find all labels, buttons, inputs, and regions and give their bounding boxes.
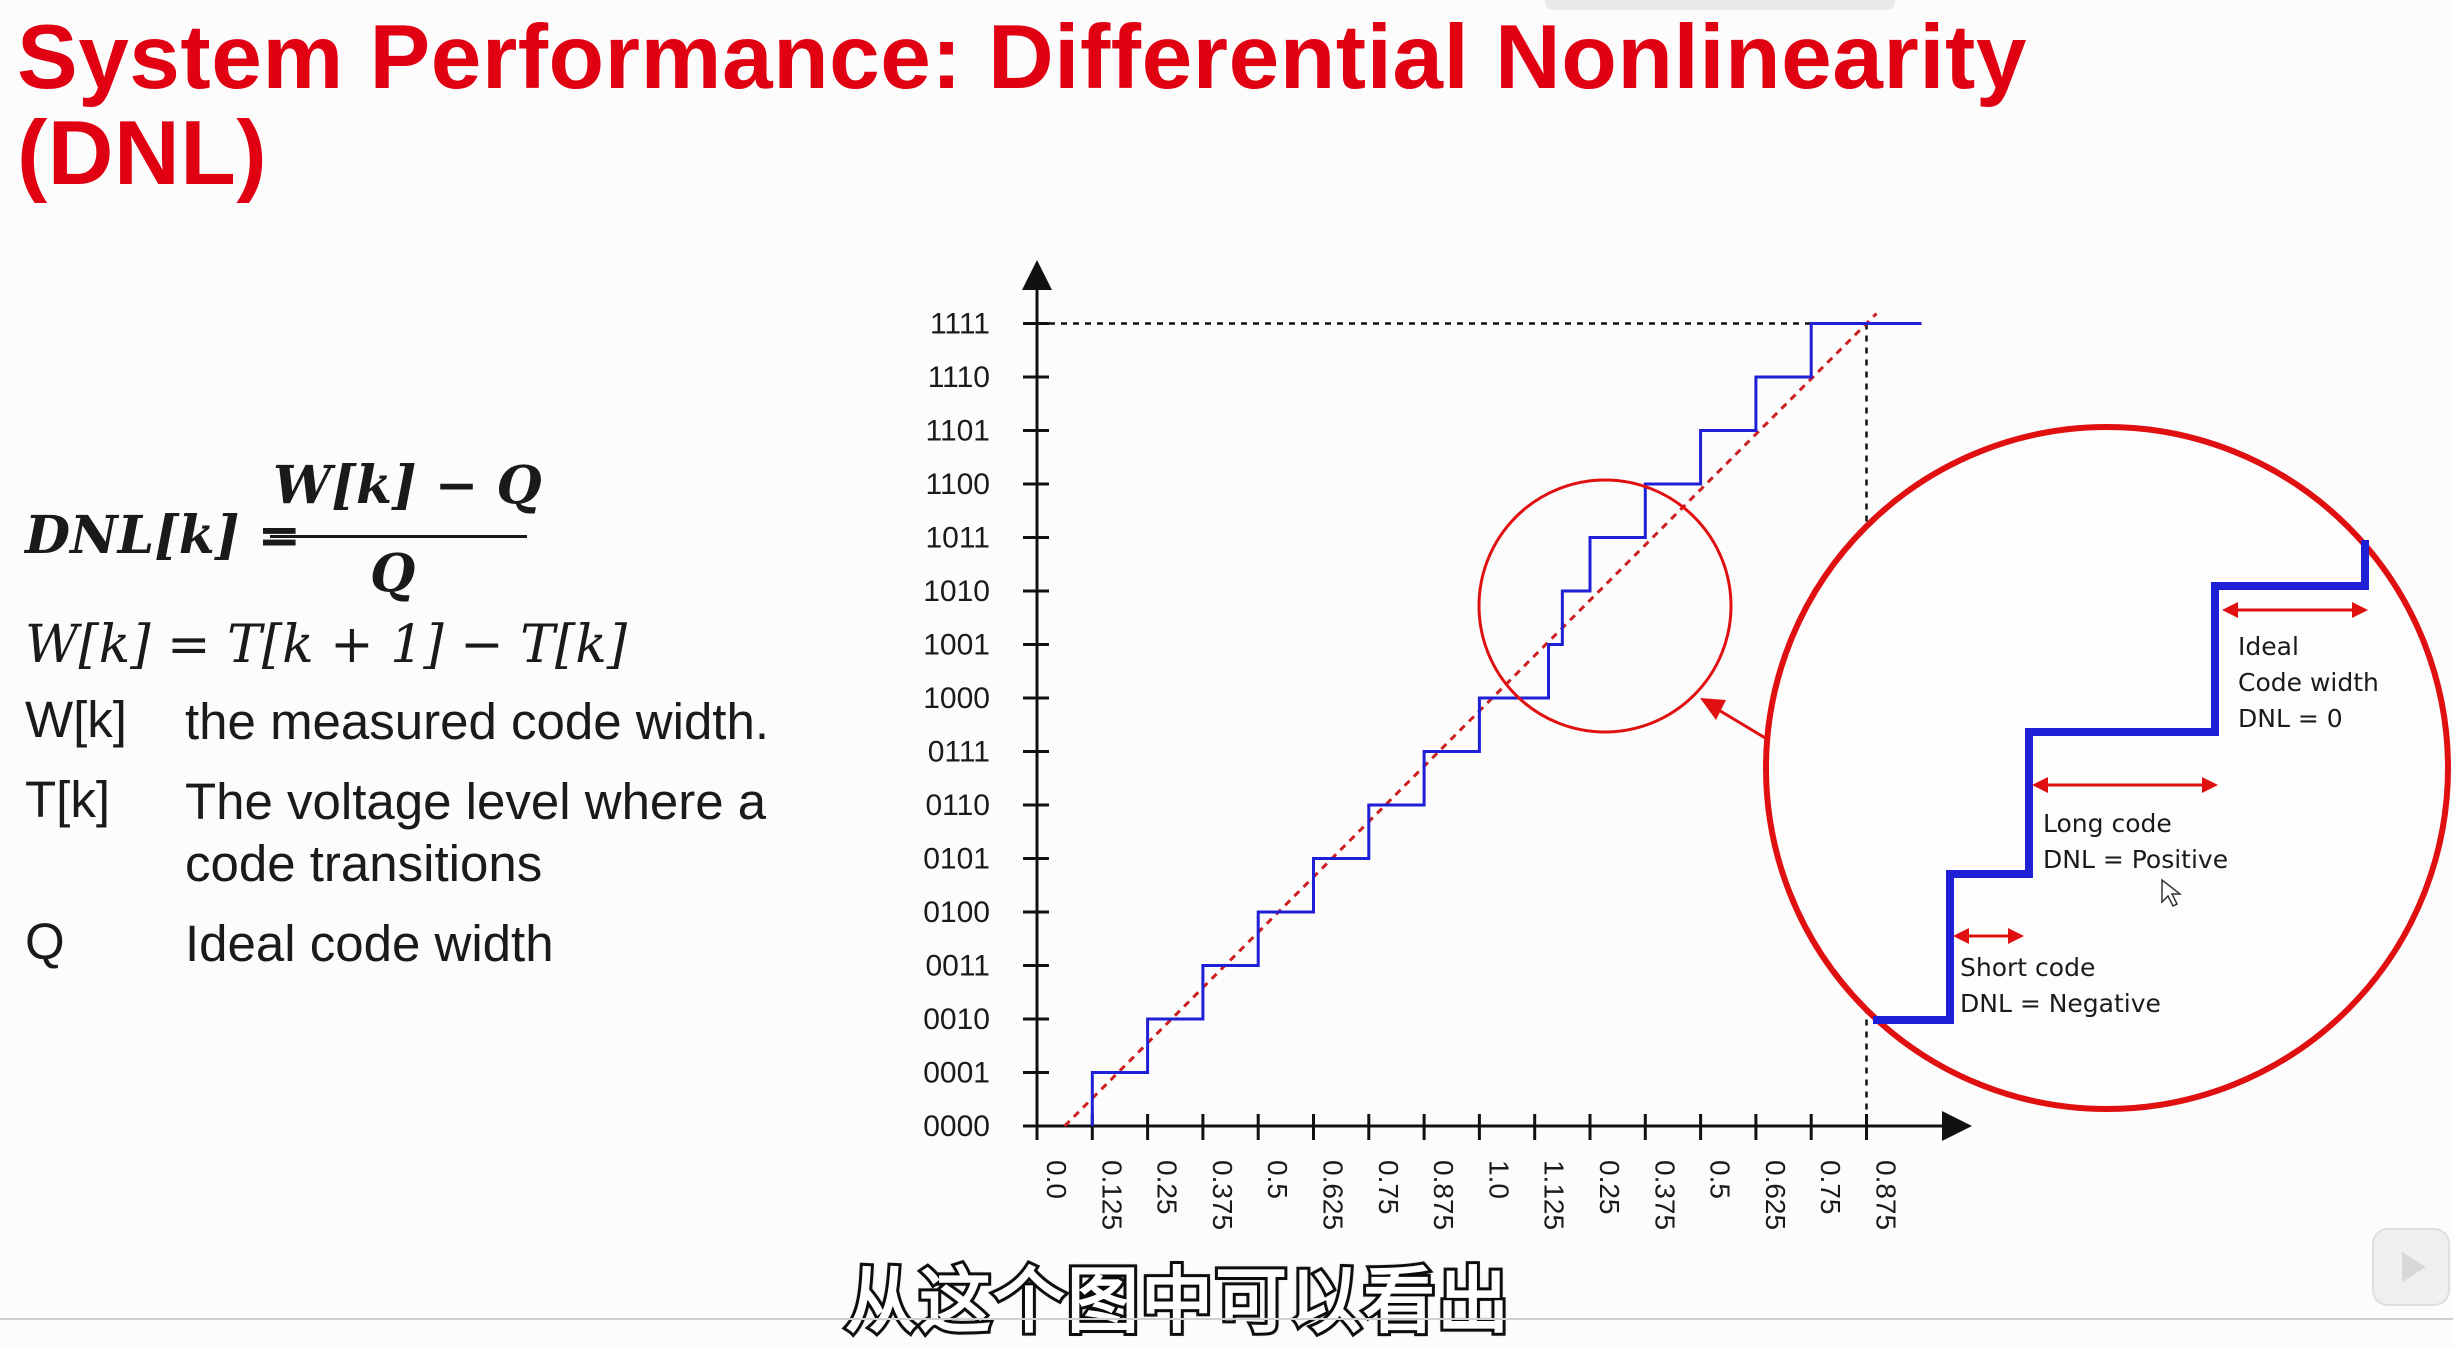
ideal-code-label: DNL = 0 [2238,704,2343,733]
x-tick-label: 0.625 [1318,1160,1349,1230]
y-tick-label: 0100 [923,896,990,929]
short-code-arrow-head-right [2008,928,2024,944]
dnl-formula-lhs: DNL[k] = [25,505,302,566]
play-icon[interactable] [2372,1228,2450,1306]
ideal-width-arrow-head-left [2222,602,2238,618]
x-tick-label: 0.5 [1262,1160,1293,1199]
long-code-arrow-head-left [2032,777,2048,793]
y-tick-label: 0011 [925,950,990,983]
definition-text-line1: The voltage level where a [185,773,767,830]
y-tick-label: 1111 [930,308,990,341]
zoom-callout: Ideal Code width DNL = 0 Long code DNL = Pos… [1477,424,2451,1112]
staircase-path [1090,322,1922,1126]
definition-term: W[k] [25,691,127,748]
definition-text-line2: code transitions [185,835,543,892]
short-code-label: Short code [1960,953,2095,982]
zoom-step-path [1873,540,2369,1024]
x-tick-label: 0.875 [1871,1160,1902,1230]
y-tick-label: 1110 [928,361,990,394]
x-tick-label: 0.375 [1649,1160,1680,1230]
y-tick-label: 1011 [925,522,990,555]
long-code-label: Long code [2043,809,2172,838]
x-axis-tick-labels: 0.0 0.125 0.25 0.375 0.5 0.625 0.75 0.875 1.0 1.1… [1035,1114,1902,1230]
video-subtitle: 从这个图中可以看出 [842,1256,1512,1346]
y-axis-tick-labels: 0000 0001 0010 0011 0100 0101 0110 0111 1000 1001… [923,308,1049,1143]
x-tick-label: 0.75 [1373,1160,1404,1215]
actual-transfer-staircase [1090,322,1922,1126]
y-tick-label: 0001 [923,1057,990,1090]
x-tick-label: 0.875 [1428,1160,1459,1230]
y-tick-label: 0111 [928,736,990,769]
dnl-formula-numerator: W[k] − Q [273,455,542,516]
dnl-formula-denominator: Q [370,543,416,604]
definition-term: T[k] [25,771,110,828]
fraction-bar [270,535,527,538]
ideal-width-arrow-head-right [2352,602,2368,618]
x-tick-label: 0.625 [1760,1160,1791,1230]
slide-title: System Performance: Differential Nonline… [17,10,2317,202]
chart-axes [1022,260,1972,1141]
definition-term: Q [25,913,65,970]
y-tick-label: 1101 [925,415,990,448]
bottom-divider [0,1318,2453,1320]
ideal-transfer-line [1063,312,1878,1128]
window-top-tab [1545,0,1895,10]
ideal-code-label: Code width [2238,668,2379,697]
short-code-arrow-head-left [1953,928,1969,944]
code-width-formula: W[k] = T[k + 1] − T[k] [25,615,628,675]
long-code-arrow-head-right [2202,777,2218,793]
ideal-code-label: Ideal [2238,632,2299,661]
zoom-magnified-circle [1763,424,2451,1112]
x-tick-label: 0.375 [1207,1160,1238,1230]
y-tick-label: 0101 [923,843,990,876]
x-tick-label: 0.5 [1705,1160,1736,1199]
ideal-line [1063,312,1878,1128]
x-tick-label: 1.125 [1539,1160,1570,1230]
y-tick-label: 1100 [925,468,990,501]
slide-title-line1: System Performance: Differential Nonline… [17,7,2027,108]
zoom-source-circle [1477,478,1733,734]
zoom-pointer-head [1700,698,1726,720]
x-tick-label: 0.75 [1815,1160,1846,1215]
x-tick-label: 0.25 [1594,1160,1625,1215]
x-tick-label: 0.0 [1041,1160,1072,1199]
definition-text: the measured code width. [185,693,770,750]
y-tick-label: 0000 [923,1110,990,1143]
y-tick-label: 0110 [925,789,990,822]
y-tick-label: 1010 [923,575,990,608]
mouse-cursor-icon [2161,878,2183,908]
x-tick-label: 0.25 [1152,1160,1183,1215]
x-tick-label: 1.0 [1483,1160,1514,1199]
y-tick-label: 1001 [923,629,990,662]
short-code-label: DNL = Negative [1960,989,2161,1018]
long-code-label: DNL = Positive [2043,845,2228,874]
definition-text: Ideal code width [185,915,554,972]
slide-title-line2: (DNL) [17,103,268,204]
y-tick-label: 0010 [923,1003,990,1036]
x-tick-label: 0.125 [1096,1160,1127,1230]
y-tick-label: 1000 [923,682,990,715]
